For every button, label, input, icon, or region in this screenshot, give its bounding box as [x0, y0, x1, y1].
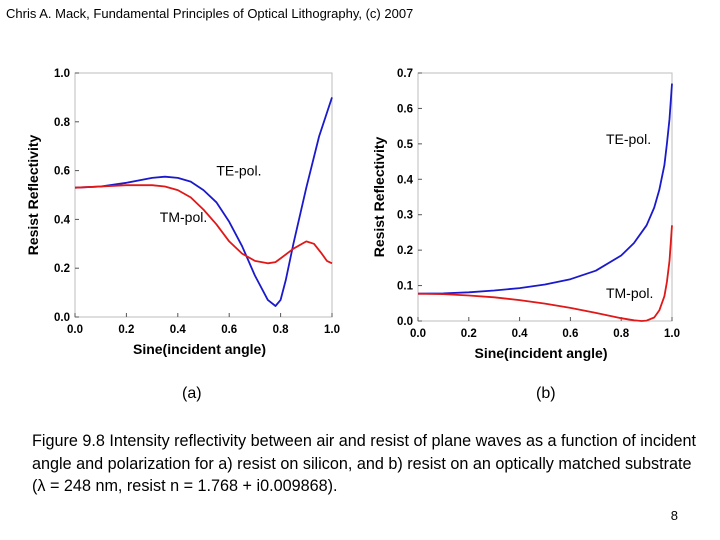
- te-pol-curve: [417, 83, 673, 295]
- tm-pol-curve: [74, 184, 333, 265]
- x-tick-label: 0.4: [512, 328, 529, 340]
- y-tick-label: 0.0: [54, 312, 70, 324]
- x-tick-label: 1.0: [664, 328, 680, 340]
- x-tick-label: 0.4: [170, 324, 187, 336]
- panel-label-a: (a): [182, 385, 202, 402]
- y-tick-label: 0.7: [397, 68, 413, 80]
- y-tick-label: 0.1: [397, 281, 414, 293]
- y-axis-title: Resist Reflectivity: [25, 134, 41, 255]
- x-tick-label: 0.6: [221, 324, 237, 336]
- te-pol-label: TE-pol.: [216, 162, 261, 178]
- y-tick-label: 0.4: [54, 214, 71, 226]
- x-tick-label: 0.0: [410, 328, 426, 340]
- x-axis-title: Sine(incident angle): [474, 345, 607, 361]
- y-tick-label: 0.8: [54, 117, 71, 129]
- page-number: 8: [670, 508, 678, 523]
- panel-label-b: (b): [536, 385, 556, 402]
- chart-b: 0.0 0.2 0.4 0.6 0.8 1.0 0.0 0.1 0.2 0.3 0.4 0.5 0.6 0…: [371, 68, 680, 361]
- x-tick-label: 0.2: [118, 324, 134, 336]
- y-tick-label: 0.3: [397, 210, 413, 222]
- te-pol-curve: [74, 97, 333, 307]
- x-tick-label: 0.0: [67, 324, 83, 336]
- x-tick-label: 0.8: [613, 328, 630, 340]
- x-tick-label: 1.0: [324, 324, 340, 336]
- y-tick-label: 1.0: [54, 68, 70, 80]
- figure-caption: Figure 9.8 Intensity reflectivity betwee…: [32, 432, 697, 495]
- tm-pol-label: TM-pol.: [160, 209, 207, 225]
- tm-pol-curve: [417, 225, 673, 322]
- chart-a: 0.0 0.2 0.4 0.6 0.8 1.0 0.0 0.2 0.4 0.6 0.8 1.0 Sine…: [25, 68, 340, 357]
- y-tick-label: 0.5: [397, 139, 414, 151]
- y-tick-label: 0.2: [397, 245, 413, 257]
- tm-pol-label: TM-pol.: [606, 285, 653, 301]
- y-axis-title: Resist Reflectivity: [371, 136, 387, 257]
- plot-frame: [417, 72, 673, 322]
- te-pol-label: TE-pol.: [606, 131, 651, 147]
- y-tick-label: 0.4: [397, 174, 414, 186]
- y-tick-label: 0.2: [54, 263, 70, 275]
- y-tick-label: 0.6: [397, 103, 413, 115]
- x-tick-label: 0.2: [461, 328, 477, 340]
- header-citation: Chris A. Mack, Fundamental Principles of…: [6, 6, 414, 21]
- x-tick-label: 0.8: [273, 324, 290, 336]
- y-tick-label: 0.0: [397, 316, 413, 328]
- plot-frame: [74, 72, 333, 318]
- y-tick-label: 0.6: [54, 166, 70, 178]
- x-tick-label: 0.6: [562, 328, 578, 340]
- x-axis-title: Sine(incident angle): [133, 341, 266, 357]
